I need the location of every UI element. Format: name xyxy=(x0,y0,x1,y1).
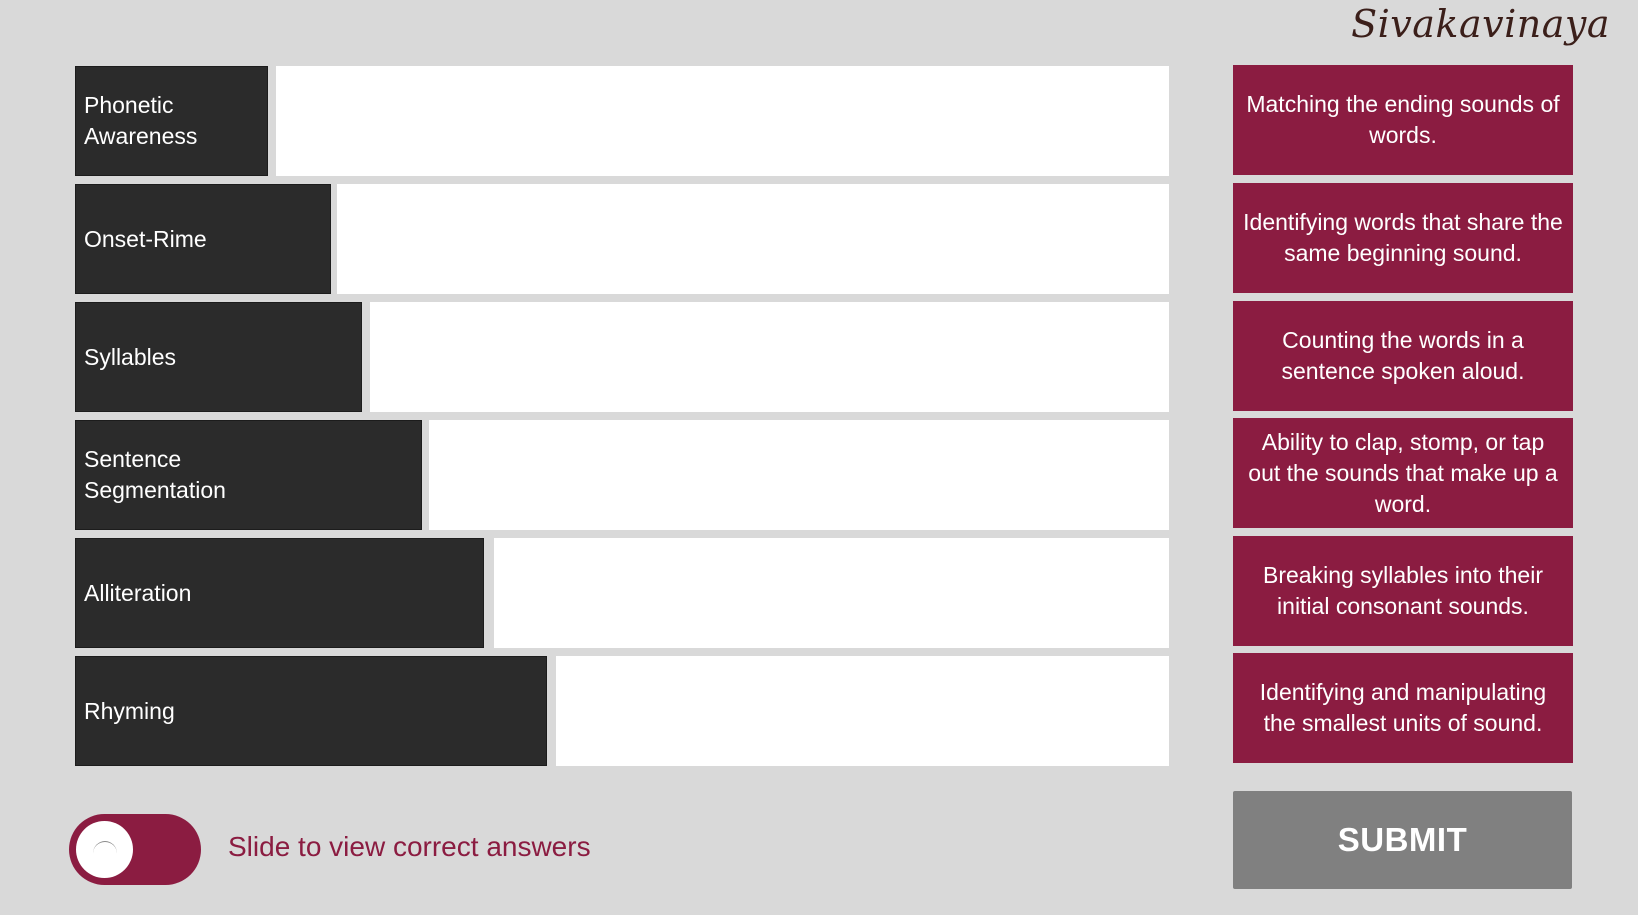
answer-drop-zone[interactable] xyxy=(370,302,1169,412)
answer-card[interactable]: Ability to clap, stomp, or tap out the s… xyxy=(1233,418,1573,528)
term-label: Sentence Segmentation xyxy=(84,446,226,503)
toggle-arc-icon xyxy=(92,841,117,866)
answer-card[interactable]: Identifying words that share the same be… xyxy=(1233,183,1573,293)
answer-drop-zone[interactable] xyxy=(276,66,1169,176)
term-card-phonetic-awareness[interactable]: Phonetic Awareness xyxy=(75,66,268,176)
term-row: Sentence Segmentation xyxy=(75,420,1169,530)
term-row: Rhyming xyxy=(75,656,1169,766)
term-card-alliteration[interactable]: Alliteration xyxy=(75,538,484,648)
term-row: Alliteration xyxy=(75,538,1169,648)
term-card-syllables[interactable]: Syllables xyxy=(75,302,362,412)
term-row: Syllables xyxy=(75,302,1169,412)
view-answers-toggle[interactable] xyxy=(69,814,201,885)
answer-drop-zone[interactable] xyxy=(337,184,1169,294)
answer-drop-zone[interactable] xyxy=(429,420,1169,530)
term-label: Alliteration xyxy=(84,579,192,606)
term-row: Phonetic Awareness xyxy=(75,66,1169,176)
term-label: Syllables xyxy=(84,343,177,370)
answer-card[interactable]: Matching the ending sounds of words. xyxy=(1233,65,1573,175)
term-card-sentence-segmentation[interactable]: Sentence Segmentation xyxy=(75,420,422,530)
answer-drop-zone[interactable] xyxy=(494,538,1169,648)
toggle-knob[interactable] xyxy=(76,821,133,878)
answer-card[interactable]: Identifying and manipulating the smalles… xyxy=(1233,653,1573,763)
brand-logo: Sivakavinaya xyxy=(1351,2,1610,46)
term-label: Rhyming xyxy=(84,697,175,724)
answer-card[interactable]: Breaking syllables into their initial co… xyxy=(1233,536,1573,646)
term-card-onset-rime[interactable]: Onset-Rime xyxy=(75,184,331,294)
term-card-rhyming[interactable]: Rhyming xyxy=(75,656,547,766)
answer-card[interactable]: Counting the words in a sentence spoken … xyxy=(1233,301,1573,411)
term-label: Phonetic Awareness xyxy=(84,92,198,149)
term-row: Onset-Rime xyxy=(75,184,1169,294)
toggle-label: Slide to view correct answers xyxy=(228,831,591,862)
answer-drop-zone[interactable] xyxy=(556,656,1169,766)
term-label: Onset-Rime xyxy=(84,225,207,252)
submit-button[interactable]: SUBMIT xyxy=(1233,791,1572,889)
